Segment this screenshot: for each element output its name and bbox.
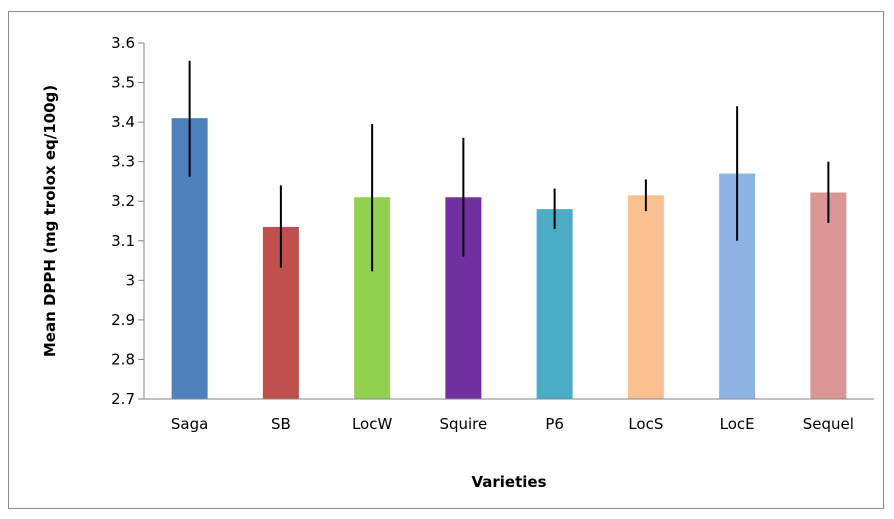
y-tick-label: 3.1 (111, 232, 135, 250)
error-bars (188, 60, 830, 272)
x-axis-labels: Saga SB LocW Squire P6 LocS LocE Sequel (171, 415, 854, 433)
bar-sequel (810, 192, 847, 399)
bar-locs (627, 195, 664, 399)
y-axis-title: Mean DPPH (mg trolox eq/100g) (41, 85, 59, 357)
x-tick-label: LocE (720, 415, 755, 433)
y-tick-label: 3 (125, 271, 135, 289)
x-tick-label: Sequel (803, 415, 854, 433)
bar-chart: 2.72.82.933.13.23.33.43.53.6 Saga SB LocW S… (41, 34, 874, 491)
bar-p6 (536, 209, 573, 399)
y-tick-label: 3.3 (111, 153, 135, 171)
chart-frame: 2.7 2.8 2.9 3 3.1 3.2 3.3 3.4 3.5 3.6 Saga SB LocW S… (8, 11, 884, 509)
x-axis-title: Varieties (471, 473, 546, 491)
y-tick-label: 2.7 (111, 390, 135, 408)
y-tick-label: 3.6 (111, 34, 135, 52)
y-tick-label: 3.4 (111, 113, 135, 131)
y-axis-ticks: 2.7 2.8 2.9 3 3.1 3.2 3.3 3.4 3.5 3.6 (111, 34, 144, 408)
bars (171, 118, 847, 400)
x-tick-label: Saga (171, 415, 208, 433)
x-tick-label: Squire (439, 415, 487, 433)
y-tick-label: 3.5 (111, 74, 135, 92)
x-tick-label: P6 (545, 415, 564, 433)
x-tick-label: SB (271, 415, 291, 433)
x-tick-label: LocS (628, 415, 663, 433)
y-tick-label: 2.8 (111, 350, 135, 368)
y-tick-label: 2.9 (111, 311, 135, 329)
x-tick-label: LocW (352, 415, 393, 433)
y-tick-label: 3.2 (111, 192, 135, 210)
